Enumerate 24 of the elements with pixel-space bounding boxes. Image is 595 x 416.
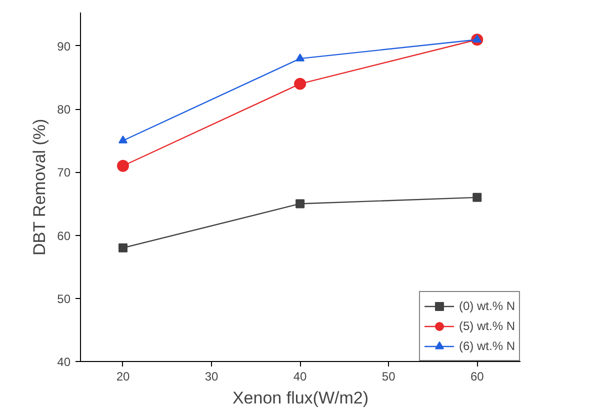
x-tick-label: 50 [382,370,396,384]
point [116,160,129,172]
legend-label: (5) wt.% N [458,319,515,333]
point [472,34,482,42]
point [118,243,128,252]
y-tick-label: 50 [57,292,71,306]
x-tick-label: 40 [293,370,308,384]
legend-label: (6) wt.% N [458,339,515,353]
y-tick-label: 70 [57,166,71,180]
x-tick-label: 20 [116,370,130,384]
y-axis-title: DBT Removal (%) [30,118,50,256]
point [294,78,306,90]
y-tick-label: 90 [57,39,71,54]
y-tick-label: 80 [57,102,71,117]
point [296,199,305,208]
point [296,53,305,62]
x-tick-label: 60 [470,370,484,384]
point [118,135,128,144]
x-tick-label: 30 [204,370,219,384]
y-tick-label: 40 [57,355,71,369]
x-axis-title: Xenon flux(W/m2) [232,388,369,408]
y-tick-label: 60 [57,228,71,243]
point [472,192,482,202]
legend-label: (0) wt.% N [458,299,515,313]
